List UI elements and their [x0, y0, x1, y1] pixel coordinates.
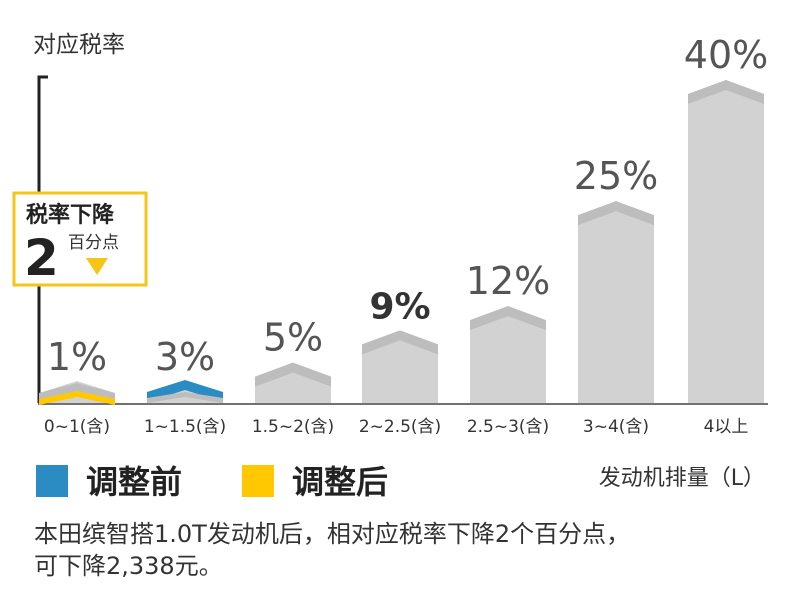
value-label-7: 40% [684, 33, 768, 77]
value-label-1: 1% [47, 335, 107, 379]
caption-line-1: 本田缤智搭1.0T发动机后，相对应税率下降2个百分点， [34, 520, 631, 548]
category-label-2: 1~1.5(含) [144, 417, 226, 437]
caption-line-2: 可下降2,338元。 [34, 552, 223, 580]
category-label-6: 3~4(含) [583, 417, 649, 437]
down-arrow-icon [86, 258, 108, 275]
category-label-3: 1.5~2(含) [252, 417, 334, 437]
bar-4 [362, 330, 438, 403]
category-label-4: 2~2.5(含) [359, 417, 441, 437]
bar-cap-5 [470, 306, 546, 331]
caption: 本田缤智搭1.0T发动机后，相对应税率下降2个百分点， 可下降2,338元。 [34, 518, 784, 582]
category-label-5: 2.5~3(含) [467, 417, 549, 437]
bar-cap-7 [688, 80, 764, 104]
callout-number: 2 [24, 229, 59, 287]
legend-swatch-after [242, 465, 274, 497]
bar-cap-2 [147, 392, 223, 403]
bar-cap-3 [255, 362, 331, 387]
callout-title: 税率下降 [26, 202, 115, 228]
x-axis-label: 发动机排量（L） [599, 466, 765, 491]
callout-unit: 百分点 [68, 233, 119, 253]
callout-box [12, 191, 148, 287]
bar-7 [688, 80, 764, 403]
bar-5 [470, 306, 546, 403]
bar-cap-4 [362, 330, 438, 355]
bar-before-2 [147, 380, 223, 402]
value-label-6: 25% [574, 154, 658, 198]
value-label-5: 12% [466, 259, 550, 303]
bar-after-1 [39, 391, 115, 405]
bar-cap-6 [578, 201, 654, 226]
bar-cap-1 [39, 383, 115, 401]
legend-label-after: 调整后 [292, 463, 388, 501]
bar-6 [578, 201, 654, 403]
y-axis-label: 对应税率 [33, 32, 125, 58]
value-label-4: 9% [369, 286, 430, 327]
legend-label-before: 调整前 [86, 463, 182, 501]
legend-swatch-before [36, 465, 68, 497]
category-label-7: 4以上 [704, 417, 749, 437]
value-label-2: 3% [155, 335, 215, 379]
value-label-3: 5% [263, 316, 323, 360]
y-axis-line [37, 75, 48, 403]
category-label-1: 0~1(含) [44, 417, 110, 437]
